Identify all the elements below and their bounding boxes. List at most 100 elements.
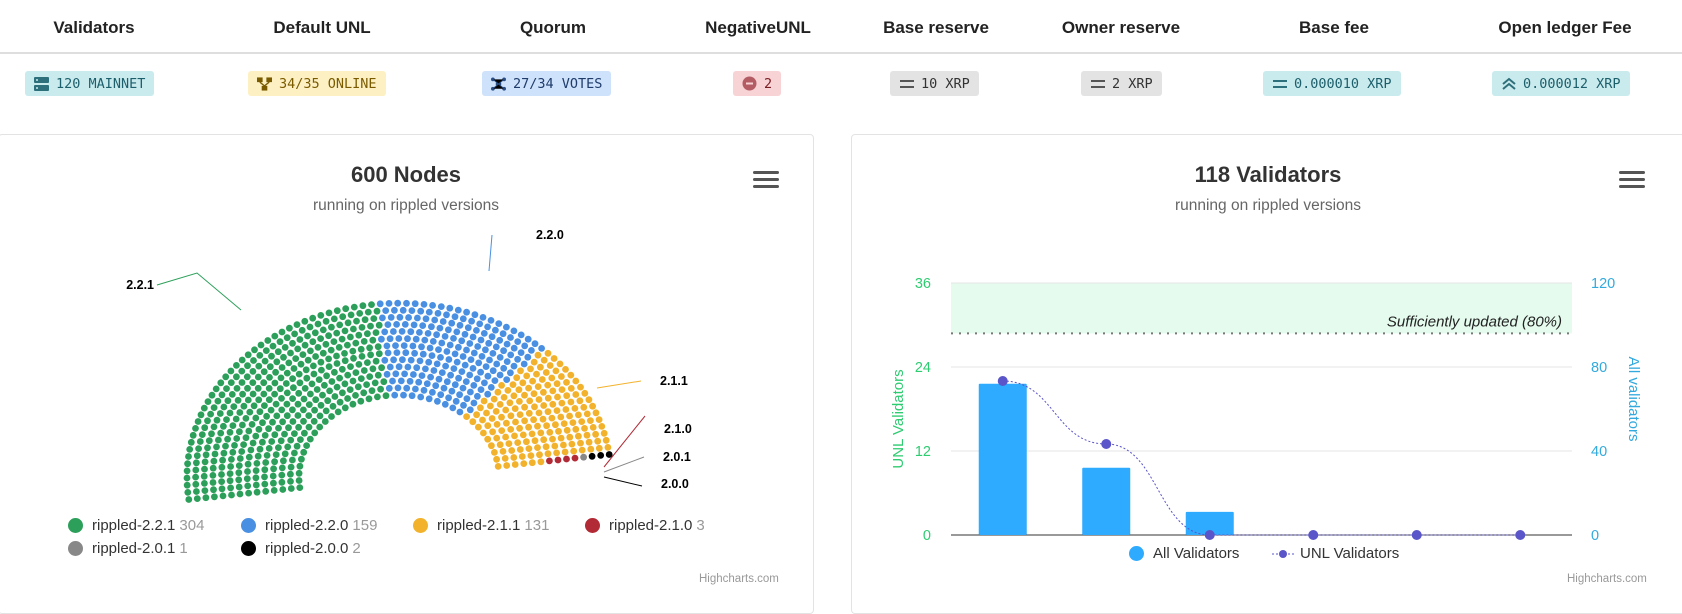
legend-item-rippled-2.0.0[interactable]: rippled-2.0.0 2	[241, 540, 361, 557]
unl-validators-point[interactable]	[1101, 439, 1112, 449]
label-connector	[156, 272, 242, 311]
legend-label: UNL Validators	[1300, 545, 1400, 562]
default-unl-badge[interactable]: 34/35 ONLINE	[248, 71, 386, 96]
base-fee-badge[interactable]: 0.000010 XRP	[1263, 71, 1401, 96]
legend-label: All Validators	[1153, 545, 1240, 562]
legend-count: 131	[524, 517, 550, 534]
y-right-tick-label: 120	[1591, 276, 1615, 292]
unl-validators-point[interactable]	[1411, 530, 1422, 540]
y-left-tick-label: 0	[923, 528, 931, 544]
parliament-slice-2-2-0[interactable]	[376, 299, 545, 416]
validators-chart-card: 118 Validators running on rippled versio…	[851, 134, 1682, 614]
legend-marker	[68, 518, 83, 533]
stat-title-base-reserve: Base reserve	[883, 18, 989, 37]
unl-validators-point[interactable]	[997, 376, 1008, 386]
equals-icon	[899, 76, 914, 91]
bar-all-validators[interactable]	[978, 383, 1027, 535]
x-tick-label: 2.2.1	[987, 553, 1019, 555]
validators-chart-subtitle: running on rippled versions	[1174, 197, 1362, 214]
legend-count: 2	[352, 540, 361, 557]
parliament-slice-2-0-0[interactable]	[588, 451, 613, 460]
bar-all-validators[interactable]	[1185, 511, 1234, 535]
legend-count: 3	[696, 517, 705, 534]
legend-count: 304	[179, 517, 205, 534]
base-fee-value: 0.000010 XRP	[1294, 75, 1392, 92]
legend-item-all-validators[interactable]: All Validators	[1129, 545, 1239, 562]
hamburger-menu-icon[interactable]	[1619, 171, 1645, 193]
legend-label: rippled-2.1.1	[437, 517, 521, 534]
validators-badge[interactable]: 120 MAINNET	[25, 71, 155, 96]
stat-title-quorum: Quorum	[519, 18, 587, 37]
parliament-slice-2-0-1[interactable]	[580, 453, 587, 461]
legend-item-rippled-2.1.0[interactable]: rippled-2.1.0 3	[585, 517, 705, 534]
unl-validators-point[interactable]	[1308, 530, 1319, 540]
quorum-value: 27/34 VOTES	[513, 75, 603, 92]
owner-reserve-value: 2 XRP	[1112, 75, 1153, 92]
network-stats-bar: Validators Default UNL Quorum NegativeUN…	[0, 0, 1682, 120]
base-reserve-badge[interactable]: 10 XRP	[890, 71, 979, 96]
validators-bar-chart: Sufficiently updated (80%) 0 12 24 36 0 40 80 12…	[890, 276, 1642, 555]
nodes-parliament-chart: 2.2.1 2.2.0 2.1.1 2.1.0 2.0.1 2.0.0	[126, 228, 692, 503]
equals-icon	[1090, 76, 1105, 91]
parliament-slice-2-1-1[interactable]	[463, 349, 612, 470]
slice-data-label: 2.1.0	[664, 422, 692, 436]
legend-item-rippled-2.2.0[interactable]: rippled-2.2.0 159	[241, 517, 377, 534]
validators-legend: All Validators UNL Validators	[852, 545, 1682, 569]
minus-circle-icon	[742, 76, 757, 91]
x-tick-label: 2.2.0	[1090, 553, 1122, 555]
x-tick-label: 2.0.0	[1504, 553, 1536, 555]
open-ledger-fee-badge[interactable]: 0.000012 XRP	[1492, 71, 1630, 96]
y-left-axis-title: UNL Validators	[890, 369, 907, 468]
label-connector	[603, 476, 643, 487]
nodes-chart-card: 600 Nodes running on rippled versions 2.…	[0, 134, 814, 614]
quorum-badge[interactable]: 27/34 VOTES	[482, 71, 612, 96]
network-icon	[257, 76, 272, 91]
nodes-legend: rippled-2.2.1 304 rippled-2.2.0 159 rippled-…	[0, 517, 815, 567]
x-tick-label: 2.0.1	[1401, 553, 1433, 555]
slice-data-label: 2.0.0	[661, 477, 689, 491]
unl-validators-point[interactable]	[1515, 530, 1526, 540]
open-ledger-fee-value: 0.000012 XRP	[1523, 75, 1621, 92]
unl-validators-line	[1002, 380, 1521, 536]
legend-item-unl-validators[interactable]: UNL Validators	[1272, 545, 1399, 562]
highcharts-credits[interactable]: Highcharts.com	[699, 573, 779, 585]
legend-item-rippled-2.1.1[interactable]: rippled-2.1.1 131	[413, 517, 549, 534]
slice-data-label: 2.0.1	[663, 450, 691, 464]
stat-title-default-unl: Default UNL	[273, 18, 371, 37]
legend-marker	[585, 518, 600, 533]
x-tick-label: 2.1.1	[1194, 553, 1226, 555]
legend-count: 1	[179, 540, 188, 557]
nodes-icon	[491, 76, 506, 91]
sufficiently-updated-band	[951, 283, 1572, 334]
stat-title-open-ledger-fee: Open ledger Fee	[1498, 18, 1632, 37]
double-chevron-up-icon	[1501, 76, 1516, 91]
nodes-chart-title: 600 Nodes	[350, 162, 462, 187]
y-right-axis-title: All validators	[1625, 356, 1642, 441]
y-left-tick-label: 24	[915, 360, 931, 376]
default-unl-value: 34/35 ONLINE	[279, 75, 377, 92]
slice-data-label: 2.1.1	[660, 374, 688, 388]
legend-label: rippled-2.0.0	[265, 540, 349, 557]
owner-reserve-badge[interactable]: 2 XRP	[1081, 71, 1162, 96]
band-label: Sufficiently updated (80%)	[1387, 313, 1562, 330]
base-reserve-value: 10 XRP	[921, 75, 970, 92]
stat-title-base-fee: Base fee	[1299, 18, 1369, 37]
validators-value: 120 MAINNET	[56, 75, 146, 92]
parliament-slice-2-1-0[interactable]	[546, 454, 579, 465]
x-tick-label: 2.1.0	[1297, 553, 1329, 555]
stat-title-validators: Validators	[53, 18, 135, 37]
y-left-tick-label: 12	[915, 444, 931, 460]
negative-unl-badge[interactable]: 2	[733, 71, 782, 96]
bar-all-validators[interactable]	[1082, 467, 1131, 535]
hamburger-menu-icon[interactable]	[753, 171, 779, 193]
legend-count: 159	[352, 517, 378, 534]
legend-marker	[241, 518, 256, 533]
legend-item-rippled-2.2.1[interactable]: rippled-2.2.1 304	[68, 517, 204, 534]
stat-title-owner-reserve: Owner reserve	[1061, 18, 1181, 37]
label-connector	[603, 456, 645, 473]
highcharts-credits[interactable]: Highcharts.com	[1567, 573, 1647, 585]
parliament-slice-2-2-1[interactable]	[183, 301, 390, 503]
legend-item-rippled-2.0.1[interactable]: rippled-2.0.1 1	[68, 540, 188, 557]
unl-validators-point[interactable]	[1204, 530, 1215, 540]
y-right-tick-label: 40	[1591, 444, 1607, 460]
